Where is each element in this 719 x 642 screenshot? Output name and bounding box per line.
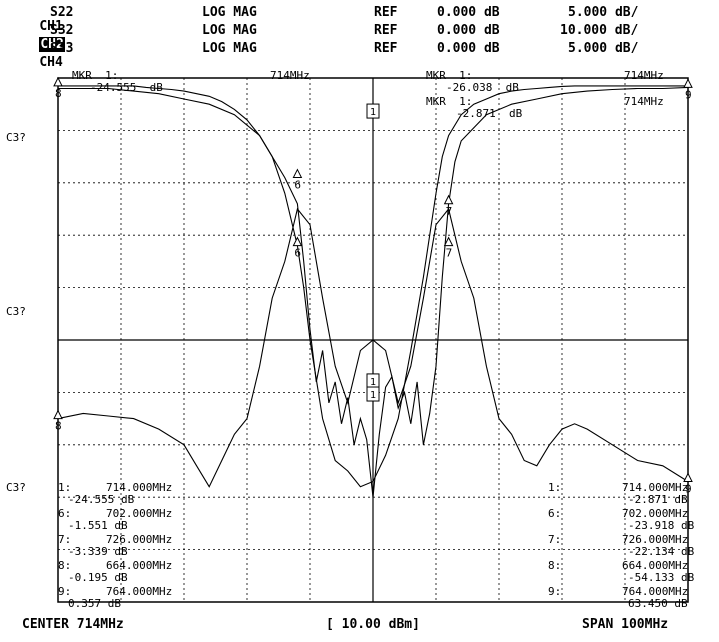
marker-frequency: 726.000MHz bbox=[106, 533, 173, 546]
marker-frequency: 714.000MHz bbox=[622, 481, 689, 494]
marker-id: 7: bbox=[58, 533, 72, 546]
marker-readout-freq: 714MHz bbox=[270, 69, 310, 82]
traces bbox=[57, 85, 689, 498]
marker-frequency: 764.000MHz bbox=[622, 585, 689, 598]
center-frequency: CENTER 714MHz bbox=[22, 617, 124, 632]
channel-label-active[interactable]: CH2 bbox=[39, 37, 65, 52]
ref-label: REF bbox=[374, 5, 398, 20]
ref-label: REF bbox=[374, 23, 398, 38]
graticule bbox=[57, 77, 689, 603]
trace-line-3 bbox=[58, 86, 689, 498]
marker-frequency: 714.000MHz bbox=[106, 481, 173, 494]
side-label: C3? bbox=[6, 305, 26, 318]
trace-line-1 bbox=[58, 85, 688, 488]
marker-triangle bbox=[292, 236, 303, 247]
format-label: LOG MAG bbox=[202, 41, 257, 56]
param-label: S33 bbox=[50, 41, 74, 56]
marker-id: 6: bbox=[548, 507, 562, 520]
ref-label: REF bbox=[374, 41, 398, 56]
marker-readout-label: MKR 1: bbox=[426, 95, 473, 108]
marker-number: 6 bbox=[294, 247, 301, 260]
marker-box bbox=[366, 386, 380, 402]
marker-triangle bbox=[443, 194, 454, 205]
marker-frequency: 726.000MHz bbox=[622, 533, 689, 546]
marker-number: 6 bbox=[294, 179, 301, 192]
marker-triangle bbox=[53, 409, 63, 420]
marker-frequency: 664.000MHz bbox=[106, 559, 173, 572]
marker-value: -22.134 dB bbox=[628, 545, 695, 558]
scale-value: 5.000 dB/ bbox=[568, 5, 639, 20]
marker-value: -3.339 dB bbox=[68, 545, 128, 558]
ref-value: 0.000 dB bbox=[437, 41, 500, 56]
marker-number: 9 bbox=[685, 482, 692, 495]
channel-label[interactable]: CH4 bbox=[39, 55, 63, 70]
marker-id: 1: bbox=[548, 481, 562, 494]
marker-number: 1 bbox=[370, 390, 376, 401]
marker-id: 7: bbox=[548, 533, 562, 546]
marker-value: -0.195 dB bbox=[68, 571, 128, 584]
channel-label[interactable]: CH1 bbox=[39, 19, 63, 34]
marker-value: -24.555 dB bbox=[68, 493, 135, 506]
marker-readout-label: MKR 1: bbox=[426, 69, 473, 82]
marker-number: 1 bbox=[370, 377, 376, 388]
format-label: LOG MAG bbox=[202, 5, 257, 20]
marker-id: 9: bbox=[548, 585, 562, 598]
marker-readout-freq: 714MHz bbox=[624, 69, 664, 82]
marker-frequency: 664.000MHz bbox=[622, 559, 689, 572]
marker-id: 8: bbox=[548, 559, 562, 572]
side-label: C3? bbox=[6, 131, 26, 144]
marker-readout-value: -2.871 dB bbox=[456, 107, 523, 120]
marker-triangle bbox=[443, 236, 454, 247]
header-row-ch1: CH1 bbox=[8, 6, 63, 48]
span-frequency: SPAN 100MHz bbox=[582, 617, 669, 632]
scale-value: 10.000 dB/ bbox=[560, 23, 639, 38]
marker-value: 63.450 dB bbox=[628, 597, 688, 610]
marker-readout-value: -24.555 dB bbox=[90, 81, 163, 94]
marker-triangle bbox=[292, 168, 303, 179]
marker-triangle bbox=[683, 78, 693, 88]
marker-value: 0.357 dB bbox=[68, 597, 121, 610]
marker-value: -54.133 dB bbox=[628, 571, 695, 584]
marker-readout-freq: 714MHz bbox=[624, 95, 664, 108]
marker-id: 9: bbox=[58, 585, 72, 598]
param-label: S32 bbox=[50, 23, 74, 38]
header-row-ch4: CH4 bbox=[8, 42, 63, 84]
marker-triangle bbox=[683, 472, 693, 482]
ref-value: 0.000 dB bbox=[437, 23, 500, 38]
scale-value: 5.000 dB/ bbox=[568, 41, 639, 56]
header-row-ch2: CH2 bbox=[8, 24, 65, 66]
marker-number: 1 bbox=[370, 107, 376, 118]
side-label: C3? bbox=[6, 481, 26, 494]
marker-readout-value: -26.038 dB bbox=[446, 81, 519, 94]
marker-box bbox=[366, 103, 380, 119]
marker-id: 6: bbox=[58, 507, 72, 520]
marker-number: 9 bbox=[685, 88, 692, 101]
marker-frequency: 702.000MHz bbox=[106, 507, 173, 520]
marker-frequency: 764.000MHz bbox=[106, 585, 173, 598]
ref-value: 0.000 dB bbox=[437, 5, 500, 20]
markers: 8 6 7 9 6 7 8 9 1 1 1 bbox=[53, 76, 693, 495]
source-power: [ 10.00 dBm] bbox=[326, 617, 420, 632]
marker-number: 8 bbox=[55, 87, 62, 100]
marker-id: 1: bbox=[58, 481, 72, 494]
marker-frequency: 702.000MHz bbox=[622, 507, 689, 520]
marker-readout-label: MKR 1: bbox=[72, 69, 119, 82]
format-label: LOG MAG bbox=[202, 23, 257, 38]
marker-id: 8: bbox=[58, 559, 72, 572]
marker-number: 8 bbox=[55, 420, 62, 433]
marker-triangle bbox=[53, 76, 63, 87]
param-label: S22 bbox=[50, 5, 74, 20]
marker-number: 7 bbox=[446, 247, 453, 260]
marker-value: -1.551 dB bbox=[68, 519, 128, 532]
marker-number: 7 bbox=[446, 205, 453, 218]
trace-line-2 bbox=[57, 207, 689, 488]
marker-value: -2.871 dB bbox=[628, 493, 688, 506]
marker-value: -23.918 dB bbox=[628, 519, 695, 532]
